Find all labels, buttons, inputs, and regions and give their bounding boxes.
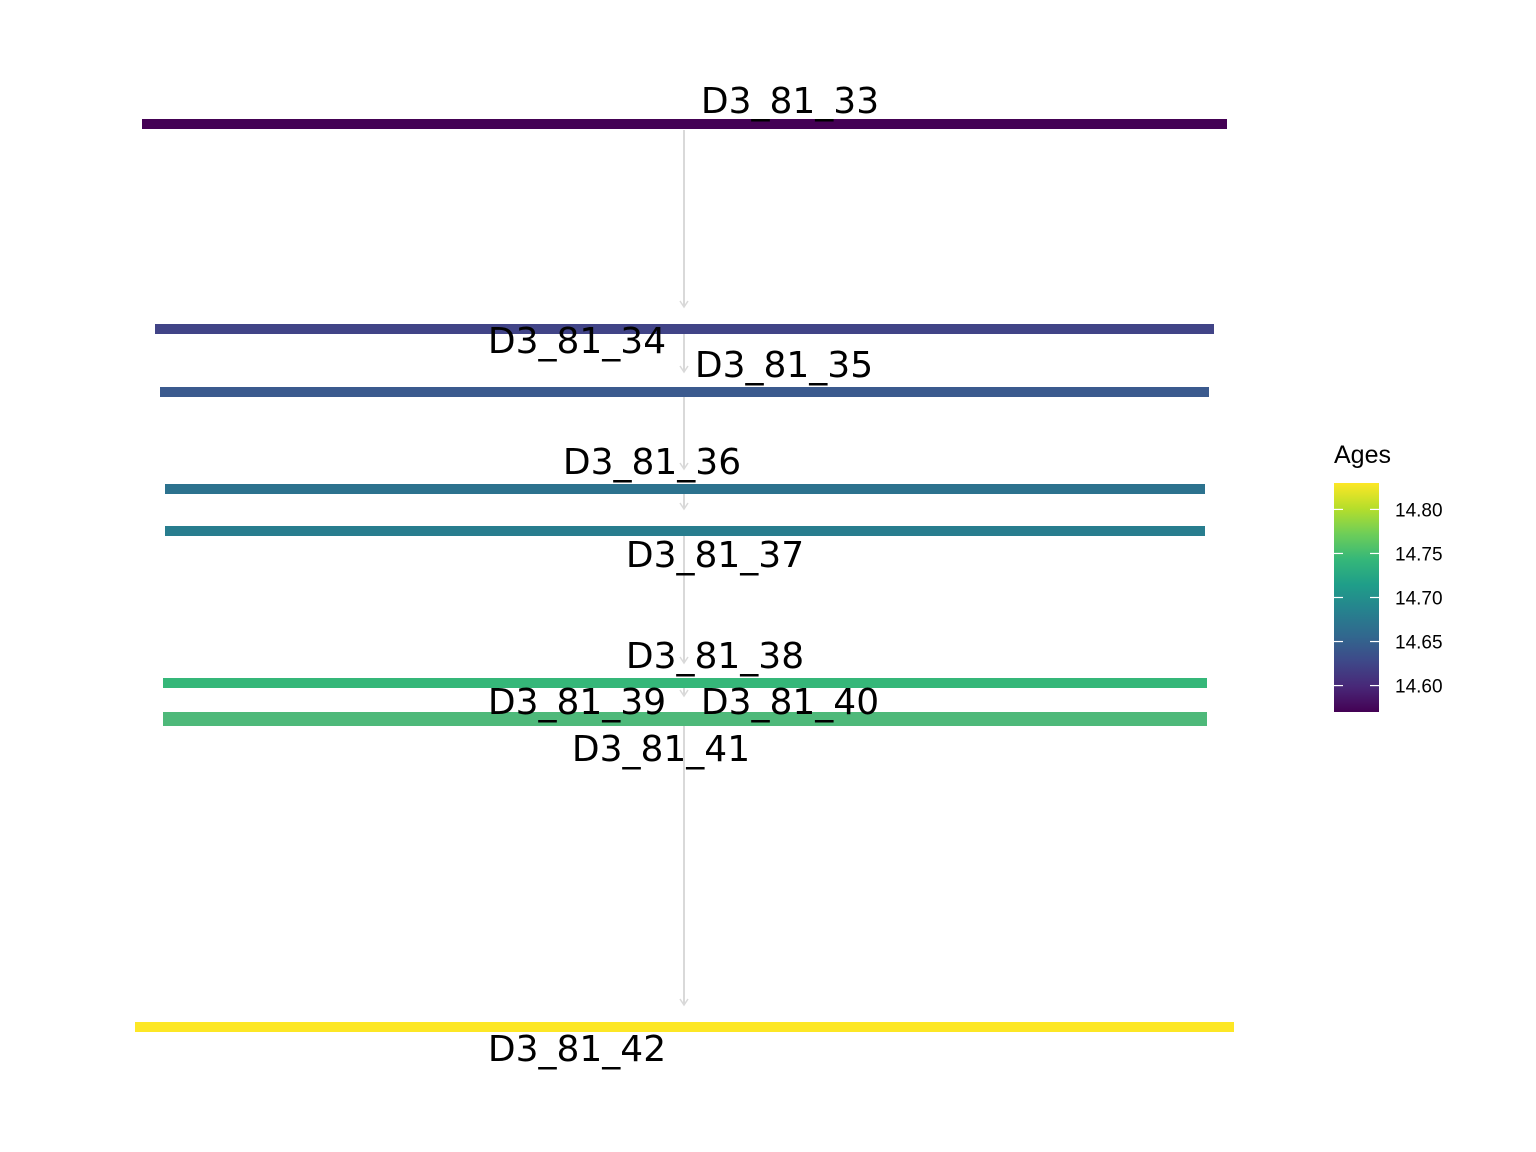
node-bar xyxy=(155,324,1214,334)
node-bar-layer xyxy=(135,119,1234,1032)
node-bar xyxy=(163,678,1207,688)
edge-arrowhead xyxy=(679,998,689,1007)
node-label: D3_81_36 xyxy=(563,442,741,483)
edge-arrowhead xyxy=(679,300,689,309)
node-label: D3_81_40 xyxy=(701,682,879,723)
legend-tick-label: 14.60 xyxy=(1395,677,1443,698)
edge-arrowhead xyxy=(679,462,689,471)
node-label: D3_81_39 xyxy=(488,682,666,723)
legend-tick-label: 14.70 xyxy=(1395,589,1443,610)
color-legend: Ages 14.80 14.75 14.70 14.65 14.60 xyxy=(1334,441,1443,712)
legend-tick-label: 14.75 xyxy=(1395,544,1443,565)
edge-arrowhead xyxy=(679,502,689,511)
edge-arrowhead xyxy=(679,689,689,698)
node-label: D3_81_35 xyxy=(695,345,873,386)
edge-layer xyxy=(679,130,689,1007)
node-label: D3_81_34 xyxy=(488,321,666,362)
node-bar xyxy=(135,1022,1234,1032)
node-bar xyxy=(142,119,1227,129)
legend-tick-label: 14.80 xyxy=(1395,500,1443,521)
node-bar xyxy=(165,526,1205,536)
legend-title: Ages xyxy=(1334,441,1391,469)
edge-arrowhead xyxy=(679,656,689,665)
node-label: D3_81_41 xyxy=(572,729,750,770)
legend-tick-group: 14.80 14.75 14.70 14.65 14.60 xyxy=(1334,500,1443,698)
edge-arrowhead xyxy=(679,365,689,374)
node-label: D3_81_42 xyxy=(488,1029,666,1070)
node-label-layer: D3_81_33 D3_81_34 D3_81_35 D3_81_36 D3_81_37… xyxy=(488,81,879,1070)
node-bar xyxy=(163,712,1207,726)
legend-tick-label: 14.65 xyxy=(1395,633,1443,654)
node-bar xyxy=(165,484,1205,494)
node-label: D3_81_38 xyxy=(626,636,804,677)
node-label: D3_81_37 xyxy=(626,535,804,576)
node-bar xyxy=(160,387,1209,397)
node-label: D3_81_33 xyxy=(701,81,879,122)
